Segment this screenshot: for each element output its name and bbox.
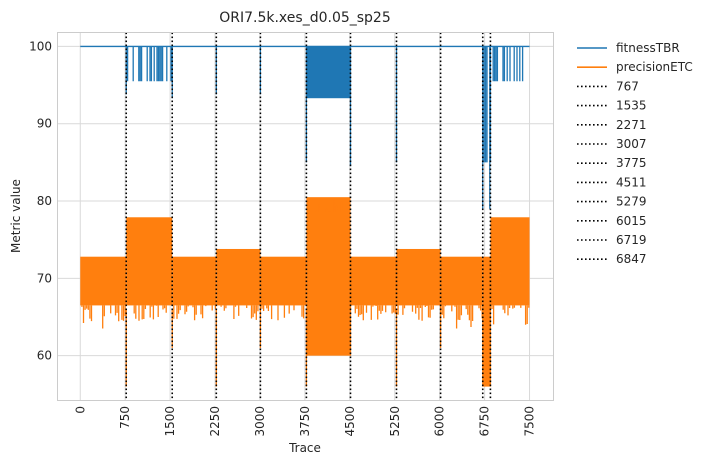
precision-dense-band [172, 256, 217, 306]
vertical-markers [125, 32, 492, 401]
y-tick-label: 90 [37, 117, 52, 131]
precision-dense-band [126, 217, 173, 306]
x-tick-label: 1500 [163, 406, 177, 437]
y-tick-label: 100 [29, 39, 52, 53]
fitness-line [80, 45, 530, 209]
precision-dense-band [306, 197, 351, 356]
x-axis-label: Trace [288, 441, 321, 455]
legend-label: 2271 [616, 118, 647, 132]
series-precisionETC [80, 197, 530, 387]
x-tick-label: 5250 [388, 406, 402, 437]
legend-label: fitnessTBR [616, 41, 680, 55]
legend: fitnessTBR precisionETC 767 1535 2271 3007 377… [577, 41, 693, 266]
x-tick-label: 7500 [523, 406, 537, 437]
series-fitnessTBR [80, 45, 530, 209]
x-tick-label: 4500 [343, 406, 357, 437]
legend-label: 1535 [616, 99, 647, 113]
x-axis-ticks: 0 750 1500 2250 3000 3750 4500 5250 6000 6750 7500 [73, 406, 536, 437]
legend-label: 4511 [616, 175, 647, 189]
precision-dense-band [80, 256, 127, 306]
x-tick-label: 6000 [433, 406, 447, 437]
chart-title: ORI7.5k.xes_d0.05_sp25 [219, 10, 391, 26]
precision-dense-band [396, 248, 441, 306]
legend-label: precisionETC [616, 60, 693, 74]
y-axis-ticks: 60 70 80 90 100 [29, 39, 52, 362]
y-tick-label: 80 [37, 194, 52, 208]
x-tick-label: 6750 [478, 406, 492, 437]
plot-frame [57, 32, 554, 401]
x-tick-label: 0 [73, 406, 87, 414]
x-tick-label: 2250 [208, 406, 222, 437]
precision-dense-band [482, 256, 491, 387]
legend-label: 6847 [616, 252, 647, 266]
y-tick-label: 70 [37, 271, 52, 285]
legend-label: 6015 [616, 214, 647, 228]
plot-area [80, 32, 530, 401]
precision-dense-band [350, 256, 397, 306]
legend-label: 5279 [616, 195, 647, 209]
precision-dense-band [440, 256, 483, 306]
x-tick-label: 750 [118, 406, 132, 429]
precision-dense-band [260, 256, 307, 306]
y-axis-label: Metric value [9, 179, 23, 253]
legend-label: 767 [616, 79, 639, 93]
x-tick-label: 3000 [253, 406, 267, 437]
x-tick-label: 3750 [298, 406, 312, 437]
fitness-dense-block [306, 46, 351, 99]
legend-label: 3007 [616, 137, 647, 151]
plot-background [57, 32, 554, 401]
legend-label: 3775 [616, 156, 647, 170]
legend-label: 6719 [616, 233, 647, 247]
y-tick-label: 60 [37, 349, 52, 363]
precision-dense-band [490, 217, 530, 306]
precision-dense-band [216, 248, 261, 306]
